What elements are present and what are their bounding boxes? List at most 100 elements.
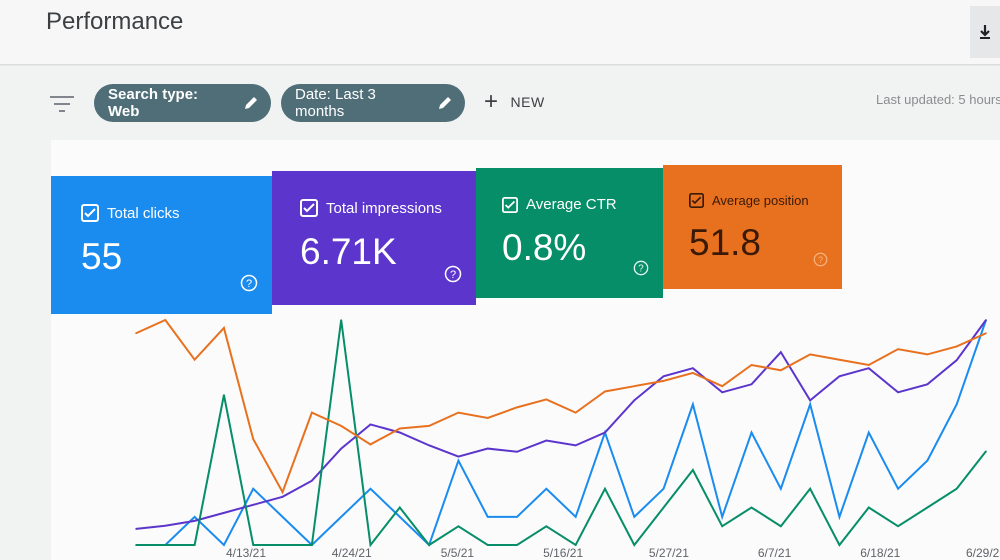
data-point bbox=[721, 525, 724, 528]
data-point bbox=[340, 425, 342, 427]
data-point bbox=[721, 391, 724, 394]
checkbox-checked-icon[interactable] bbox=[689, 193, 704, 208]
help-icon[interactable]: ? bbox=[240, 274, 258, 292]
metric-card-total-impressions[interactable]: Total impressions 6.71K ? bbox=[272, 171, 476, 305]
data-point bbox=[955, 345, 958, 348]
data-point bbox=[340, 447, 342, 450]
data-point bbox=[428, 425, 430, 427]
data-point bbox=[780, 487, 782, 490]
download-button[interactable] bbox=[970, 6, 1000, 58]
metric-card-average-position[interactable]: Average position 51.8 ? bbox=[663, 165, 842, 289]
metric-card-total-clicks[interactable]: Total clicks 55 ? bbox=[51, 176, 272, 314]
data-point bbox=[897, 348, 899, 350]
data-point bbox=[662, 380, 665, 382]
data-point bbox=[223, 327, 225, 329]
data-point bbox=[955, 487, 958, 490]
data-point bbox=[574, 411, 577, 414]
data-point bbox=[838, 375, 841, 378]
edit-icon[interactable] bbox=[243, 95, 259, 111]
data-point bbox=[809, 403, 811, 406]
filter-bar: Search type: Web Date: Last 3 months + N… bbox=[0, 66, 1000, 138]
data-point bbox=[604, 487, 606, 490]
data-point bbox=[486, 544, 489, 546]
date-range-chip[interactable]: Date: Last 3 months bbox=[281, 84, 465, 122]
data-point bbox=[398, 431, 401, 434]
date-range-label: Date: Last 3 months bbox=[295, 86, 376, 120]
data-point bbox=[486, 516, 489, 518]
data-point bbox=[809, 487, 811, 490]
data-point bbox=[340, 319, 342, 321]
data-point bbox=[193, 516, 196, 518]
data-point bbox=[223, 544, 225, 546]
data-point bbox=[545, 525, 548, 528]
checkbox-checked-icon[interactable] bbox=[300, 199, 318, 217]
data-point bbox=[574, 444, 577, 447]
data-point bbox=[369, 487, 372, 490]
data-point bbox=[750, 431, 753, 434]
checkbox-checked-icon[interactable] bbox=[502, 196, 518, 213]
data-point bbox=[897, 391, 899, 394]
data-point bbox=[809, 353, 811, 356]
new-filter-button[interactable]: + NEW bbox=[484, 88, 545, 115]
data-point bbox=[926, 459, 929, 462]
data-point bbox=[369, 443, 372, 446]
x-tick-label: 4/24/21 bbox=[332, 546, 372, 560]
metric-value: 55 bbox=[81, 236, 123, 277]
data-point bbox=[721, 516, 724, 518]
x-tick-label: 4/13/21 bbox=[226, 546, 266, 560]
data-point bbox=[428, 544, 430, 546]
data-point bbox=[164, 544, 167, 546]
data-point bbox=[193, 544, 196, 546]
plus-icon: + bbox=[484, 88, 499, 115]
series-line-average-position bbox=[135, 318, 987, 495]
data-point bbox=[369, 423, 372, 426]
data-point bbox=[164, 524, 167, 527]
search-type-chip[interactable]: Search type: Web bbox=[94, 84, 271, 122]
header-bar: Performance bbox=[0, 0, 1000, 65]
metric-label: Total impressions bbox=[326, 199, 442, 217]
data-point bbox=[223, 512, 225, 514]
data-point bbox=[457, 525, 460, 528]
data-point bbox=[780, 525, 782, 528]
data-point bbox=[574, 544, 577, 546]
data-point bbox=[398, 516, 401, 518]
new-filter-label: NEW bbox=[510, 94, 545, 110]
data-point bbox=[516, 450, 518, 453]
metric-card-average-ctr[interactable]: Average CTR 0.8% ? bbox=[476, 168, 663, 298]
data-point bbox=[867, 367, 870, 370]
data-point bbox=[223, 394, 225, 396]
edit-icon[interactable] bbox=[437, 95, 453, 111]
data-point bbox=[340, 516, 342, 518]
x-tick-label: 5/27/21 bbox=[649, 546, 689, 560]
data-point bbox=[633, 399, 636, 402]
data-point bbox=[750, 383, 753, 386]
data-point bbox=[780, 351, 782, 353]
data-point bbox=[838, 358, 841, 361]
data-point bbox=[955, 359, 958, 361]
data-point bbox=[486, 417, 489, 419]
data-point bbox=[838, 544, 841, 546]
data-point bbox=[135, 544, 137, 546]
checkbox-checked-icon[interactable] bbox=[81, 204, 99, 222]
data-point bbox=[926, 506, 929, 509]
data-point bbox=[955, 403, 958, 406]
x-tick-label: 6/29/21 bbox=[966, 546, 1000, 560]
x-tick-label: 5/5/21 bbox=[441, 546, 475, 560]
data-point bbox=[926, 383, 929, 386]
data-point bbox=[252, 438, 255, 440]
series-line-total-impressions bbox=[135, 319, 987, 530]
filter-icon[interactable] bbox=[50, 96, 74, 117]
help-icon[interactable]: ? bbox=[444, 265, 462, 283]
data-point bbox=[780, 369, 782, 372]
data-point bbox=[985, 319, 987, 321]
help-icon[interactable]: ? bbox=[813, 252, 828, 267]
metric-label: Average CTR bbox=[526, 196, 617, 213]
data-point bbox=[985, 332, 987, 335]
data-point bbox=[633, 544, 636, 546]
data-point bbox=[398, 506, 401, 509]
data-point bbox=[428, 444, 430, 447]
data-point bbox=[457, 411, 460, 414]
help-icon[interactable]: ? bbox=[633, 260, 649, 276]
data-point bbox=[926, 353, 929, 356]
data-point bbox=[750, 506, 753, 509]
